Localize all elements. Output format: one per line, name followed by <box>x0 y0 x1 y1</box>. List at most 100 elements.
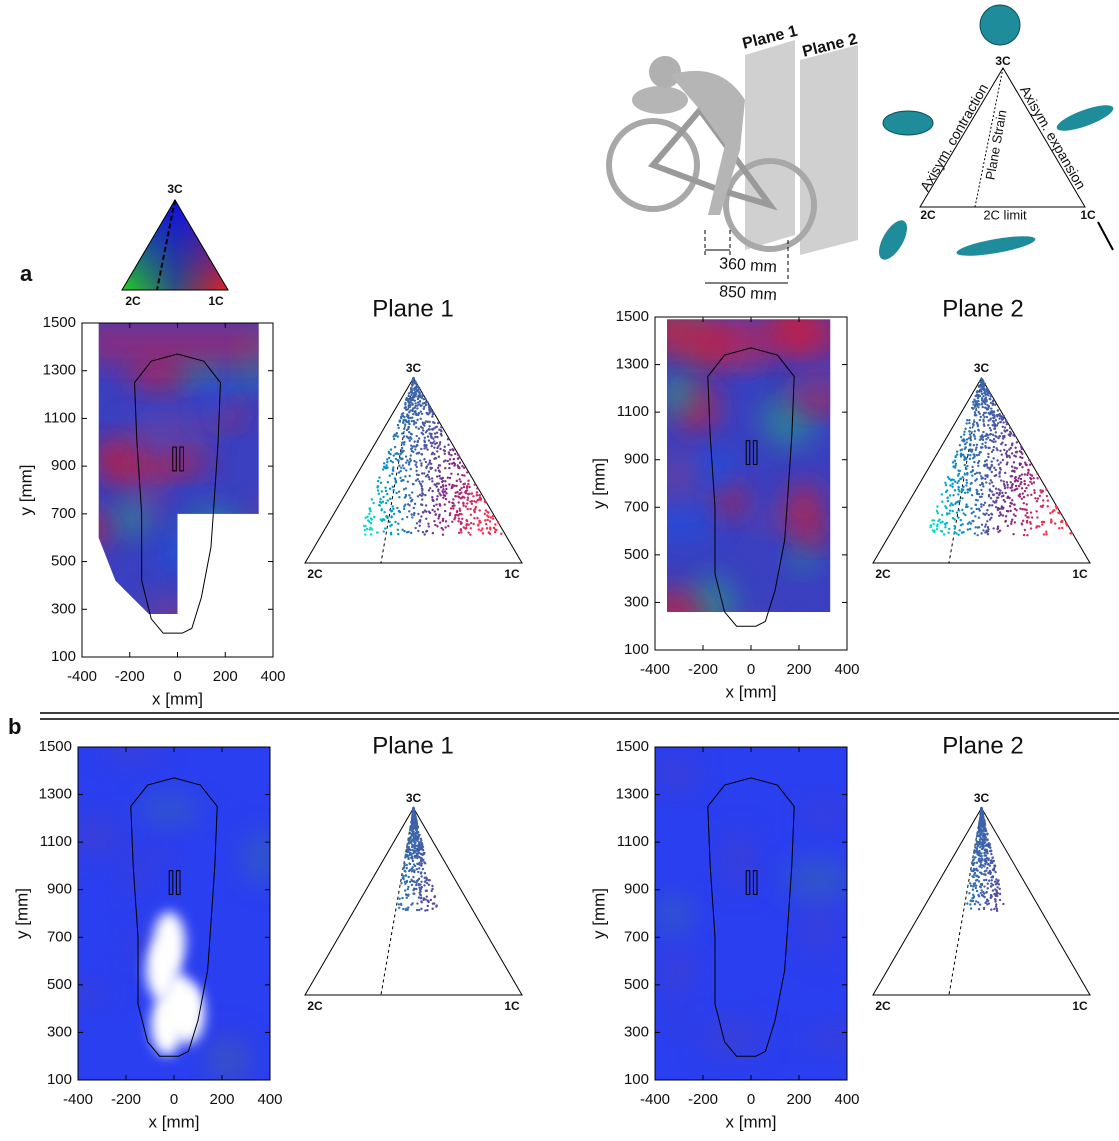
scatter-dot <box>432 504 436 508</box>
scatter-dot <box>484 522 488 526</box>
scatter-dot <box>403 440 406 444</box>
scatter-dot <box>948 512 951 515</box>
scatter-dot <box>464 491 467 494</box>
scatter-dot <box>982 503 985 507</box>
scatter-dot <box>376 479 380 483</box>
scatter-dot <box>405 880 408 884</box>
scatter-dot <box>416 495 420 498</box>
scatter-dot <box>411 824 414 828</box>
scatter-dot <box>1029 480 1032 483</box>
scatter-dot <box>957 485 960 489</box>
scatter-dot <box>961 508 964 512</box>
scatter-dot <box>415 908 419 912</box>
scatter-dot <box>457 517 461 520</box>
scatter-dot <box>403 415 406 419</box>
scatter-dot <box>998 529 1002 532</box>
scatter-dot <box>405 420 409 424</box>
scatter-dot <box>966 505 969 509</box>
scatter-dot <box>423 861 426 864</box>
scatter-dot <box>1039 505 1043 508</box>
scatter-dot <box>972 453 975 456</box>
scatter-dot <box>1049 511 1052 515</box>
scatter-dot <box>394 457 398 461</box>
scatter-dot <box>420 880 423 883</box>
scatter-dot <box>425 879 428 882</box>
panel-label: b <box>8 714 21 739</box>
scatter-dot <box>978 903 982 906</box>
scatter-dot <box>1027 516 1030 519</box>
plane-strain-line <box>380 377 414 564</box>
scatter-dot <box>491 514 495 518</box>
scatter-dot <box>941 520 944 524</box>
scatter-dot <box>1046 499 1050 502</box>
scatter-dot <box>964 513 967 517</box>
x-tick-label: 400 <box>834 661 859 678</box>
scatter-dot <box>415 844 418 847</box>
scatter-dot <box>1001 441 1004 444</box>
scatter-dot <box>968 421 971 425</box>
scatter-dot <box>427 900 430 904</box>
scatter-dot <box>405 866 409 870</box>
scatter-dot <box>1058 526 1061 530</box>
scatter-dot <box>1023 528 1027 532</box>
scatter-dot <box>978 495 982 499</box>
scatter-dot <box>477 528 480 531</box>
scatter-dot <box>984 863 987 866</box>
scatter-dot <box>1045 530 1048 533</box>
scatter-dot <box>1017 477 1020 480</box>
scatter-dot <box>429 466 432 470</box>
scatter-dot <box>962 440 966 443</box>
scatter-dot <box>971 474 974 477</box>
scatter-dot <box>966 491 969 494</box>
scatter-dot <box>972 882 975 886</box>
scatter-dot <box>427 413 430 416</box>
scatter-dot <box>369 533 373 536</box>
scatter-dot <box>492 526 496 530</box>
scatter-dot <box>407 875 410 879</box>
plot-title: Plane 1 <box>372 732 453 759</box>
scatter-dot <box>415 465 418 469</box>
scatter-dot <box>989 849 993 853</box>
scatter-dot <box>1029 521 1032 524</box>
scatter-dot <box>456 473 460 476</box>
scatter-dot <box>422 429 425 432</box>
scatter-dot <box>979 863 983 866</box>
scatter-dot <box>1042 520 1046 524</box>
scatter-dot <box>967 437 971 440</box>
scatter-dot <box>430 444 433 448</box>
scatter-dot <box>1003 486 1007 490</box>
scatter-dot <box>981 381 985 384</box>
scatter-dot <box>415 434 418 438</box>
scatter-dot <box>992 448 995 452</box>
panel-label: a <box>20 261 33 286</box>
x-tick-label: 0 <box>747 661 755 678</box>
scatter-dot <box>444 497 448 501</box>
scatter-dot <box>978 834 981 838</box>
vertex-label: 2C <box>307 567 323 581</box>
bike-outline <box>172 446 177 472</box>
scatter-dot <box>454 494 457 498</box>
scatter-dot <box>412 875 415 879</box>
scatter-dot <box>974 498 978 502</box>
y-tick-label: 1500 <box>616 308 649 325</box>
scatter-dot <box>948 527 951 531</box>
scatter-dot <box>959 435 963 439</box>
scatter-dot <box>994 403 997 406</box>
scatter-dot <box>414 426 418 429</box>
scatter-dot <box>997 463 1000 466</box>
scatter-dot <box>416 856 419 860</box>
scatter-dot <box>969 482 972 486</box>
scatter-dot <box>423 440 427 444</box>
scatter-dot <box>488 520 492 523</box>
scatter-dot <box>478 493 481 497</box>
scatter-dot <box>494 528 497 531</box>
scatter-dot <box>407 404 410 407</box>
scatter-dot <box>409 836 412 839</box>
scatter-dot <box>409 391 412 394</box>
scatter-dot <box>424 460 428 464</box>
scatter-dot <box>401 896 404 900</box>
scatter-dot <box>992 484 995 488</box>
scatter-dot <box>416 404 419 407</box>
scatter-dot <box>415 469 418 473</box>
scatter-dot <box>433 432 437 435</box>
